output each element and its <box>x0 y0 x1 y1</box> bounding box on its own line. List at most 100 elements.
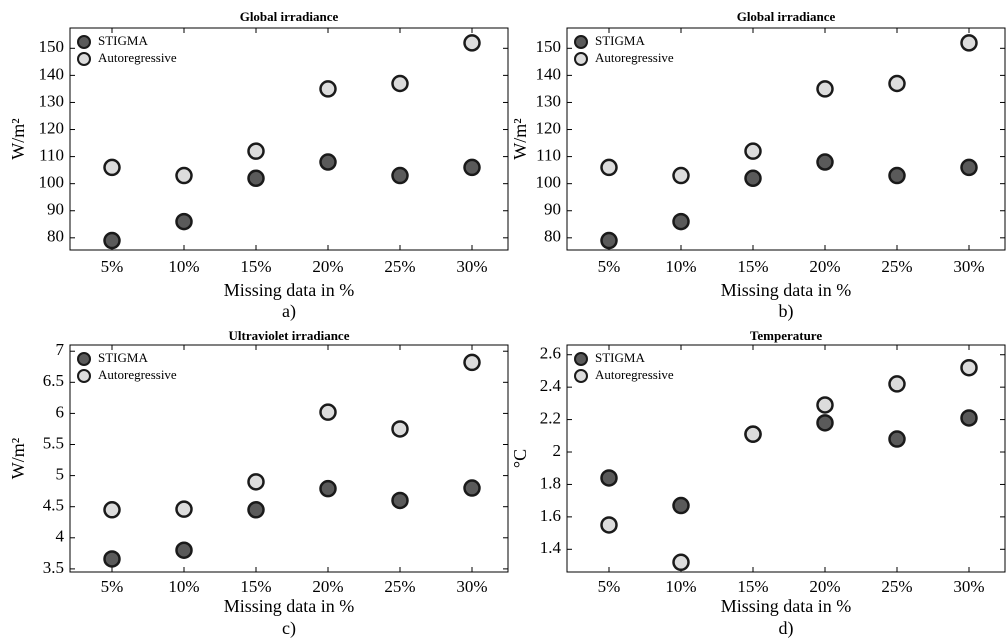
y-axis-label: W/m² <box>8 438 28 479</box>
y-tick-label: 7 <box>56 340 65 359</box>
x-tick-label: 15% <box>737 577 768 596</box>
x-tick-label: 30% <box>456 577 487 596</box>
y-axis-label: W/m² <box>8 118 28 159</box>
x-tick-label: 25% <box>384 257 415 276</box>
y-tick-label: 90 <box>544 200 561 219</box>
x-tick-label: 25% <box>881 257 912 276</box>
x-tick-label: 30% <box>456 257 487 276</box>
x-tick-label: 5% <box>598 577 621 596</box>
x-tick-label: 30% <box>953 577 984 596</box>
y-tick-label: 1.4 <box>540 538 562 557</box>
data-point <box>175 500 193 518</box>
y-tick-label: 140 <box>536 64 562 83</box>
data-point <box>816 80 834 98</box>
data-point <box>463 353 481 372</box>
data-point <box>600 231 618 250</box>
x-tick-label: 20% <box>809 577 840 596</box>
y-tick-label: 1.8 <box>540 473 561 492</box>
plot-frame <box>69 27 509 251</box>
x-tick-label: 15% <box>240 257 271 276</box>
data-point <box>600 516 618 534</box>
data-point <box>391 491 409 510</box>
legend-label: Autoregressive <box>595 367 674 382</box>
y-tick-label: 80 <box>47 227 64 246</box>
data-point <box>960 358 978 377</box>
y-tick-label: 150 <box>536 37 562 56</box>
data-point <box>816 396 834 414</box>
data-point <box>600 469 618 487</box>
y-tick-label: 90 <box>47 200 64 219</box>
x-tick-label: 30% <box>953 257 984 276</box>
legend-marker <box>77 35 91 49</box>
plot-frame <box>69 344 509 573</box>
legend-marker <box>574 352 588 366</box>
data-point <box>672 553 690 572</box>
x-tick-label: 10% <box>665 577 696 596</box>
x-tick-label: 20% <box>809 257 840 276</box>
y-tick-label: 130 <box>536 91 562 110</box>
y-tick-label: 120 <box>39 118 65 137</box>
data-point <box>319 80 337 98</box>
x-tick-label: 25% <box>384 577 415 596</box>
data-point <box>672 212 690 231</box>
y-tick-label: 130 <box>39 91 65 110</box>
data-point <box>103 231 121 250</box>
x-tick-label: 15% <box>240 577 271 596</box>
data-point <box>672 166 690 185</box>
x-axis-label: Missing data in % <box>224 596 355 616</box>
x-axis-label: Missing data in % <box>721 596 852 616</box>
legend-label: Autoregressive <box>595 50 674 65</box>
panel-label: d) <box>779 618 794 639</box>
x-tick-label: 20% <box>312 257 343 276</box>
data-point <box>816 153 834 171</box>
y-tick-label: 4 <box>56 527 65 546</box>
y-tick-label: 2.6 <box>540 344 561 363</box>
data-point <box>888 430 906 448</box>
data-point <box>960 409 978 427</box>
y-tick-label: 100 <box>536 173 562 192</box>
data-point <box>247 142 265 160</box>
y-tick-label: 5 <box>56 465 65 484</box>
y-tick-label: 6.5 <box>43 371 64 390</box>
data-point <box>744 142 762 160</box>
x-tick-label: 10% <box>168 257 199 276</box>
data-point <box>463 34 481 52</box>
chart-title: Ultraviolet irradiance <box>229 328 350 343</box>
y-tick-label: 110 <box>39 146 64 165</box>
data-point <box>247 473 265 491</box>
y-tick-label: 100 <box>39 173 65 192</box>
data-point <box>960 158 978 177</box>
y-tick-label: 6 <box>56 402 65 421</box>
y-tick-label: 2.4 <box>540 376 562 395</box>
y-tick-label: 4.5 <box>43 496 64 515</box>
panel-label: c) <box>282 618 296 639</box>
legend-marker <box>77 369 91 383</box>
y-tick-label: 80 <box>544 227 561 246</box>
y-tick-label: 150 <box>39 37 65 56</box>
data-point <box>463 158 481 177</box>
data-point <box>319 479 337 498</box>
chart-title: Global irradiance <box>240 9 339 24</box>
panel-label: a) <box>282 301 296 322</box>
y-axis-label: °C <box>510 449 530 468</box>
data-point <box>391 74 409 93</box>
y-tick-label: 1.6 <box>540 506 561 525</box>
y-tick-label: 120 <box>536 118 562 137</box>
legend-marker <box>574 52 588 66</box>
y-tick-label: 3.5 <box>43 558 64 577</box>
panel-label: b) <box>779 301 794 322</box>
data-point <box>600 158 618 177</box>
data-point <box>319 403 337 421</box>
chart-title: Temperature <box>750 328 822 343</box>
x-tick-label: 5% <box>101 577 124 596</box>
data-point <box>744 425 762 443</box>
x-axis-label: Missing data in % <box>224 280 355 300</box>
y-tick-label: 2.2 <box>540 408 561 427</box>
data-point <box>319 153 337 171</box>
data-point <box>175 212 193 231</box>
x-tick-label: 15% <box>737 257 768 276</box>
data-point <box>888 166 906 185</box>
y-axis-label: W/m² <box>510 118 530 159</box>
y-tick-label: 140 <box>39 64 65 83</box>
y-tick-label: 110 <box>536 146 561 165</box>
